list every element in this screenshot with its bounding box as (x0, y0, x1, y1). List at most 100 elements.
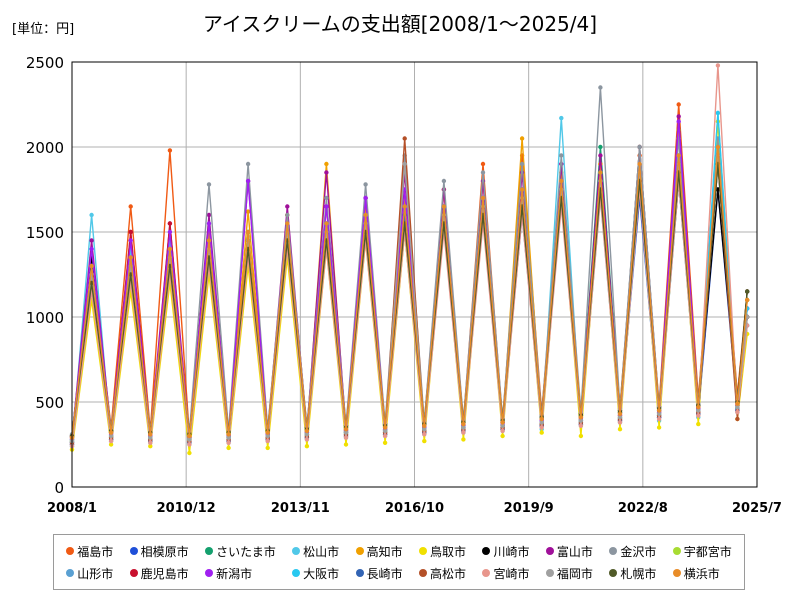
legend-marker-icon (672, 547, 681, 555)
legend-marker-icon (129, 547, 138, 555)
data-point (148, 432, 153, 437)
data-point (382, 433, 388, 439)
legend-label: 横浜市 (683, 566, 720, 581)
series-横浜市 (69, 144, 750, 440)
data-point (617, 415, 623, 420)
data-point (245, 229, 251, 235)
x-tick-label: 2025/7 (732, 501, 782, 516)
data-point (402, 136, 407, 141)
data-point (656, 416, 662, 422)
legend-label: 新潟市 (216, 566, 253, 581)
data-point (285, 221, 290, 226)
legend-item: 高松市 (419, 562, 466, 584)
data-point (461, 430, 466, 435)
legend-item: 長崎市 (355, 562, 403, 584)
legend-item: 松山市 (292, 540, 339, 562)
plot-frame (71, 61, 758, 488)
data-point (735, 416, 740, 422)
data-point (598, 85, 603, 90)
data-point (167, 229, 173, 235)
data-point (304, 444, 310, 449)
data-point (539, 420, 544, 425)
data-point (304, 428, 310, 434)
data-point (148, 440, 153, 445)
x-tick-label: 2010/12 (157, 501, 216, 516)
legend-label: 高知市 (366, 544, 403, 559)
legend-item: 鹿児島市 (129, 562, 189, 584)
data-point (539, 430, 544, 435)
legend-marker-icon (129, 569, 138, 577)
data-point (598, 153, 603, 158)
legend-marker-icon (609, 547, 618, 555)
y-tick-label: 1500 (26, 224, 64, 242)
legend-label: 福岡市 (556, 566, 593, 581)
legend-marker-icon (545, 547, 554, 555)
data-point (735, 401, 740, 406)
legend-marker-icon (66, 547, 75, 555)
data-point (735, 410, 740, 415)
data-point (226, 435, 231, 440)
legend-marker-icon (482, 547, 491, 555)
data-point (167, 148, 173, 153)
data-point (206, 212, 212, 218)
data-point (382, 428, 388, 434)
data-point (715, 63, 721, 68)
data-point (696, 408, 701, 413)
data-point (539, 416, 544, 422)
data-point (715, 187, 721, 192)
data-point (167, 246, 173, 252)
data-point (343, 442, 349, 447)
x-tick-label: 2022/8 (618, 501, 668, 516)
data-point (324, 161, 329, 167)
legend-marker-icon (672, 569, 681, 577)
data-point (206, 221, 212, 226)
legend-label: 高松市 (430, 566, 467, 581)
data-point (715, 144, 721, 150)
legend-marker-icon (355, 547, 364, 555)
data-point (696, 404, 701, 410)
data-point (187, 433, 192, 439)
data-point (382, 425, 388, 430)
data-point (461, 437, 466, 442)
legend-marker-icon (205, 569, 214, 577)
data-point (343, 427, 349, 432)
data-point (108, 438, 114, 444)
data-point (735, 404, 740, 410)
data-point (500, 420, 505, 425)
data-point (422, 427, 427, 432)
x-tick-label: 2013/11 (271, 501, 330, 516)
y-tick-label: 2000 (26, 139, 64, 157)
data-point (148, 435, 153, 440)
data-point (539, 425, 544, 430)
legend-item: 大阪市 (292, 562, 339, 584)
legend-label: 宮崎市 (493, 566, 530, 581)
data-point (559, 115, 564, 121)
data-point (128, 204, 133, 209)
data-point (598, 170, 603, 175)
data-point (676, 114, 681, 119)
data-point (167, 221, 173, 226)
data-point (441, 204, 447, 209)
data-point (265, 445, 270, 451)
x-axis: 2008/1 2010/12 2013/11 2016/10 2019/9 2022/8 2… (47, 501, 782, 516)
legend-item: 高知市 (355, 540, 403, 562)
data-point (128, 229, 133, 235)
legend-marker-icon (292, 547, 301, 555)
legend-label: 金沢市 (620, 544, 657, 559)
y-tick-label: 2500 (26, 54, 64, 72)
data-point (108, 430, 114, 435)
data-point (519, 136, 525, 141)
legend-label: 福島市 (77, 544, 114, 559)
data-point (206, 238, 212, 243)
data-point (324, 170, 329, 175)
legend-label: 川崎市 (493, 544, 530, 559)
data-point (285, 212, 290, 218)
legend-item: 富山市 (545, 540, 593, 562)
legend: 福島市 相模原市 さいたま市 松山市 高知市 鳥取市 川崎市 富山市 金沢市 宇都宮市 山形市 鹿児島… (53, 534, 745, 590)
data-point (500, 428, 505, 434)
legend-item: 金沢市 (609, 540, 656, 562)
data-point (676, 119, 681, 124)
data-point (500, 423, 505, 428)
x-tick-label: 2008/1 (47, 501, 97, 516)
legend-label: 富山市 (556, 544, 593, 559)
